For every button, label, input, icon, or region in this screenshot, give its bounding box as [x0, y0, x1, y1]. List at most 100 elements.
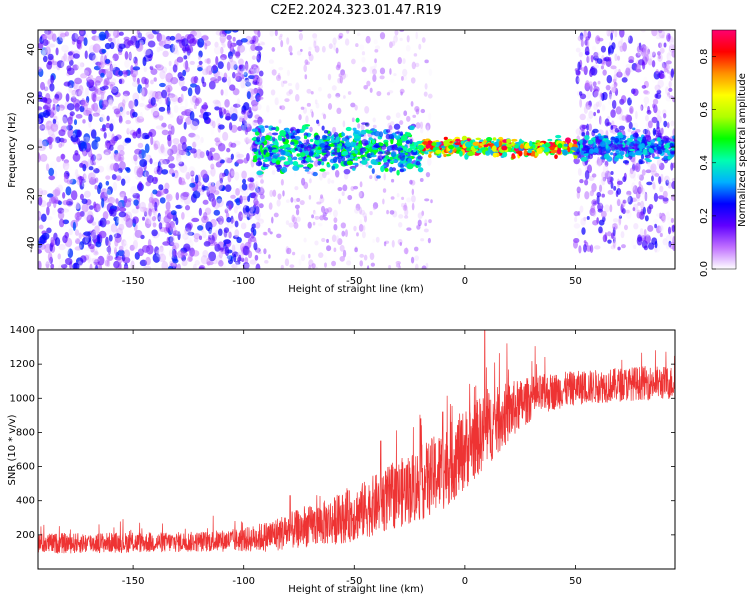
spectrogram-cell: [176, 153, 182, 163]
spectrogram-cell: [260, 175, 264, 181]
spectrogram-cell: [665, 211, 670, 221]
spectrogram-cell: [360, 209, 366, 216]
spectrogram-cell: [612, 236, 616, 244]
spectrogram-cell: [277, 95, 283, 103]
spectrogram-cell: [158, 106, 166, 112]
spectrogram-cell: [657, 149, 663, 155]
spectrogram-cell: [363, 254, 368, 261]
spectrogram-cell: [217, 228, 223, 236]
spectrogram-cell: [645, 134, 652, 141]
spectrogram-cell: [114, 233, 122, 243]
spectrogram-cell: [72, 64, 79, 71]
snr-xtick-label: -50: [346, 576, 362, 587]
spectrogram-cell: [324, 262, 327, 268]
spectrogram-cell: [182, 69, 187, 77]
spectrogram-cell: [212, 99, 221, 105]
spectrogram-cell: [61, 209, 68, 214]
spectrogram-cell: [88, 205, 94, 210]
spectrogram-cell: [44, 83, 50, 92]
spectrogram-cell: [97, 61, 105, 69]
spectrogram-cell: [279, 156, 286, 160]
spectrogram-cell: [343, 168, 351, 175]
spectrogram-cell: [172, 250, 178, 258]
spectrogram-cell: [167, 266, 173, 269]
spectrogram-cell: [286, 69, 290, 77]
spectrogram-cell: [117, 144, 125, 152]
spectrogram-cell: [419, 121, 424, 129]
spectrogram-cell: [308, 150, 314, 157]
spectrogram-cell: [70, 96, 77, 103]
spectrogram-cell: [301, 124, 307, 131]
spectrogram-cell: [79, 62, 85, 68]
colorbar-scale: [711, 29, 737, 270]
spectrogram-cell: [106, 71, 113, 80]
spectrogram-cell: [108, 234, 113, 242]
spectrogram-cell: [627, 195, 633, 205]
spectrogram-cell: [399, 120, 404, 125]
spectrogram-cell: [231, 263, 238, 269]
spectrogram-cell: [614, 87, 619, 96]
spectrogram-cell: [263, 231, 268, 236]
spectrogram-cell: [48, 167, 55, 176]
spectrogram-cell: [214, 137, 221, 143]
spectrogram-cell: [617, 246, 621, 251]
spectrogram-cell: [600, 117, 604, 127]
spectrogram-cell: [664, 145, 670, 149]
spectrogram-cell: [257, 157, 261, 163]
spectrogram-cell: [399, 37, 403, 42]
spectrogram-cell: [601, 171, 606, 179]
spectrogram-cell: [605, 139, 612, 145]
spectrogram-cell: [584, 170, 590, 180]
spectrogram-cell: [211, 177, 215, 186]
spectrogram-cell: [583, 105, 588, 114]
spectrogram-cell: [601, 193, 605, 198]
spectrogram-cell: [379, 75, 385, 80]
spectrogram-cell: [62, 114, 68, 124]
spectrogram-cell: [119, 106, 124, 112]
spectrogram-cell: [72, 82, 78, 90]
spectrogram-cell: [410, 77, 416, 84]
spectrogram-cell: [313, 211, 317, 216]
spectrogram-cell: [104, 188, 112, 198]
spectrogram-cell: [71, 231, 79, 241]
spectrogram-cell: [331, 234, 337, 243]
spectrogram-cell: [239, 45, 247, 55]
spectrogram-cell: [321, 125, 325, 131]
spectrogram-cell: [211, 197, 217, 208]
spectrogram-cell: [184, 200, 189, 206]
spectrogram-cell: [92, 164, 97, 170]
spectrogram-cell: [229, 84, 236, 91]
spectrogram-cell: [138, 166, 144, 175]
spectrogram-cell: [406, 197, 412, 203]
spectrogram-cell: [95, 34, 100, 43]
spectrogram-cell: [91, 104, 95, 111]
spectrogram-cell: [224, 184, 232, 192]
spectrogram-cell: [628, 121, 633, 130]
spectrogram-cell: [316, 201, 322, 205]
spectrogram-cell: [217, 216, 223, 222]
spectrogram-cell: [240, 191, 249, 198]
spectrogram-cell: [131, 99, 136, 109]
spectrogram-cell: [223, 72, 228, 80]
spectrogram-cell: [278, 146, 285, 149]
spectrogram-cell: [629, 167, 634, 175]
spectrogram-cell: [130, 260, 135, 269]
spectrogram-cell: [345, 154, 351, 159]
spectrogram-cell: [74, 229, 80, 236]
spectrogram-cell: [354, 247, 358, 253]
spectrogram-cell: [661, 33, 666, 43]
spectrogram-cell: [258, 203, 264, 209]
spectrogram-cell: [80, 141, 87, 152]
spectrogram-cell: [332, 156, 338, 163]
spectrogram-cell: [603, 57, 607, 62]
spectrogram-cell: [232, 36, 236, 42]
spectrogram-cell: [238, 64, 244, 70]
spectrogram-cell: [208, 80, 216, 90]
spectrogram-cell: [643, 76, 648, 85]
spectrogram-cell: [204, 58, 210, 64]
spectrogram-cell: [104, 58, 111, 65]
spectrogram-cell: [219, 46, 224, 55]
spectrogram-cell: [190, 83, 197, 88]
spectrogram-cell: [615, 106, 622, 115]
spectrogram-cell: [133, 154, 138, 162]
